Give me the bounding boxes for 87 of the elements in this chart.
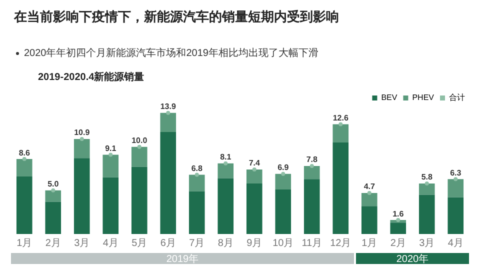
bar: [332, 124, 349, 142]
point: [166, 110, 170, 115]
bar: [448, 179, 464, 198]
bar: [418, 194, 435, 234]
data-label: 6.9: [278, 163, 290, 172]
point: [424, 181, 429, 186]
bar: [218, 178, 234, 234]
bar: [218, 163, 234, 178]
x-tick-label: 4月: [448, 238, 464, 249]
text: 2020年: [396, 252, 429, 265]
bar: [275, 174, 292, 190]
bar: [332, 142, 349, 234]
x-tick-label: 6月: [160, 238, 176, 249]
text: 在当前影响下疫情下，新能源汽车的销量短期内受到影响: [14, 8, 339, 26]
text: 2020年年初四个月新能源汽车市场和2019年相比均出现了大幅下滑: [24, 48, 318, 59]
x-tick-label: 9月: [246, 238, 262, 249]
data-label: 4.7: [364, 182, 376, 192]
legend-label: PHEV: [412, 93, 435, 102]
data-label: 5.8: [421, 172, 433, 182]
data-label: 12.6: [332, 113, 349, 122]
data-label: 10.9: [74, 128, 90, 138]
bar: [160, 112, 176, 132]
x-tick-label: 12月: [330, 238, 352, 249]
data-label: 7.8: [306, 155, 318, 164]
bar: [188, 174, 205, 192]
bar: [131, 146, 148, 167]
bar: [74, 139, 90, 158]
bar: [304, 166, 320, 180]
bar: [74, 158, 90, 234]
data-label: 13.9: [160, 102, 176, 112]
data-label: 1.6: [392, 209, 404, 218]
x-tick-label: 8月: [218, 238, 234, 249]
point: [454, 177, 458, 182]
bar: [361, 206, 378, 234]
point: [194, 172, 199, 177]
x-tick-label: 2月: [390, 238, 406, 249]
bar: [45, 190, 62, 202]
bar: [448, 197, 464, 234]
bar: [102, 154, 119, 178]
point: [310, 164, 314, 168]
point: [22, 157, 26, 162]
bar: [304, 179, 320, 234]
bar: [160, 132, 176, 234]
x-tick-label: 1月: [16, 238, 32, 249]
bar: [275, 190, 292, 234]
data-label: 6.3: [450, 168, 462, 178]
bar: [418, 183, 435, 195]
bar: [131, 166, 148, 234]
legend-label: 合计: [449, 93, 465, 102]
point: [367, 191, 372, 196]
bar: [45, 202, 62, 234]
point: [281, 172, 286, 176]
point: [108, 152, 113, 157]
point: [80, 137, 84, 142]
x-tick-label: 4月: [102, 238, 118, 249]
data-label: 8.1: [220, 152, 232, 162]
x-tick-label: 2月: [45, 238, 61, 249]
bar: [390, 222, 406, 234]
data-label: 7.4: [248, 158, 260, 168]
point: [137, 144, 142, 149]
bar: [16, 159, 32, 176]
point: [51, 188, 56, 192]
data-label: 9.1: [105, 144, 117, 153]
bar: [246, 183, 262, 234]
point: [224, 161, 228, 166]
x-tick-label: 3月: [74, 238, 90, 249]
data-label: 10.0: [132, 136, 148, 146]
x-tick-label: 11月: [302, 238, 322, 249]
bar: [102, 177, 119, 234]
data-label: 5.0: [48, 180, 60, 189]
bar: [361, 193, 378, 206]
x-tick-label: 10月: [272, 238, 294, 249]
x-tick-label: 5月: [132, 238, 148, 249]
x-tick-label: 3月: [419, 238, 435, 249]
text: 2019年: [166, 252, 199, 265]
point: [252, 168, 256, 172]
point: [338, 122, 343, 126]
bar: [16, 176, 32, 234]
bar: [188, 191, 205, 234]
x-tick-label: 7月: [189, 238, 205, 249]
point: [396, 218, 400, 222]
data-label: 8.6: [18, 148, 30, 158]
data-label: 6.8: [191, 164, 203, 173]
bar: [246, 170, 262, 184]
x-tick-label: 1月: [362, 238, 378, 249]
legend-label: BEV: [381, 93, 398, 102]
annotation: 2019-2020.4新能源销量: [38, 70, 144, 84]
